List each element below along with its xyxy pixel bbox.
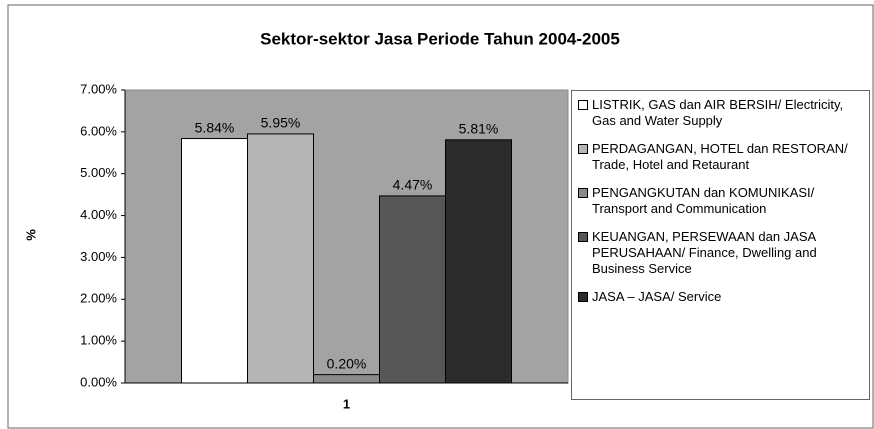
legend-swatch bbox=[578, 292, 588, 302]
legend-label: PENGANGKUTAN dan KOMUNIKASI/ Transport a… bbox=[592, 185, 815, 216]
y-axis-label: % bbox=[23, 229, 38, 241]
y-tick-label: 4.00% bbox=[80, 207, 117, 222]
legend-swatch bbox=[578, 188, 588, 198]
chart-title: Sektor-sektor Jasa Periode Tahun 2004-20… bbox=[260, 29, 620, 48]
data-label: 5.84% bbox=[195, 119, 235, 135]
legend-label: KEUANGAN, PERSEWAAN dan JASA PERUSAHAAN/… bbox=[592, 229, 817, 276]
bar bbox=[247, 133, 314, 384]
x-tick-label: 1 bbox=[343, 396, 350, 411]
data-label: 5.81% bbox=[459, 121, 499, 137]
legend-label: JASA – JASA/ Service bbox=[592, 289, 722, 304]
legend-swatch bbox=[578, 232, 588, 242]
y-tick-label: 6.00% bbox=[80, 123, 117, 138]
bar bbox=[445, 139, 512, 384]
legend-entry: LISTRIK, GAS dan AIR BERSIH/ Electricity… bbox=[578, 97, 865, 129]
data-label: 0.20% bbox=[327, 355, 367, 371]
legend-entry: PENGANGKUTAN dan KOMUNIKASI/ Transport a… bbox=[578, 185, 865, 217]
legend-entry: KEUANGAN, PERSEWAAN dan JASA PERUSAHAAN/… bbox=[578, 229, 865, 277]
legend-entry: PERDAGANGAN, HOTEL dan RESTORAN/ Trade, … bbox=[578, 141, 865, 173]
legend-swatch bbox=[578, 100, 588, 110]
bar bbox=[313, 374, 380, 384]
legend-swatch bbox=[578, 144, 588, 154]
legend-label: PERDAGANGAN, HOTEL dan RESTORAN/ Trade, … bbox=[592, 141, 848, 172]
bar bbox=[379, 195, 446, 384]
y-tick-label: 7.00% bbox=[80, 81, 117, 96]
y-tick-label: 2.00% bbox=[80, 291, 117, 306]
y-tick-label: 5.00% bbox=[80, 165, 117, 180]
data-label: 4.47% bbox=[393, 177, 433, 193]
legend-label: LISTRIK, GAS dan AIR BERSIH/ Electricity… bbox=[592, 97, 844, 128]
data-label: 5.95% bbox=[261, 115, 301, 131]
y-tick-label: 0.00% bbox=[80, 374, 117, 389]
legend-entry: JASA – JASA/ Service bbox=[578, 289, 865, 305]
y-tick-label: 1.00% bbox=[80, 333, 117, 348]
legend: LISTRIK, GAS dan AIR BERSIH/ Electricity… bbox=[571, 90, 870, 400]
y-tick-label: 3.00% bbox=[80, 249, 117, 264]
bar bbox=[181, 138, 248, 384]
